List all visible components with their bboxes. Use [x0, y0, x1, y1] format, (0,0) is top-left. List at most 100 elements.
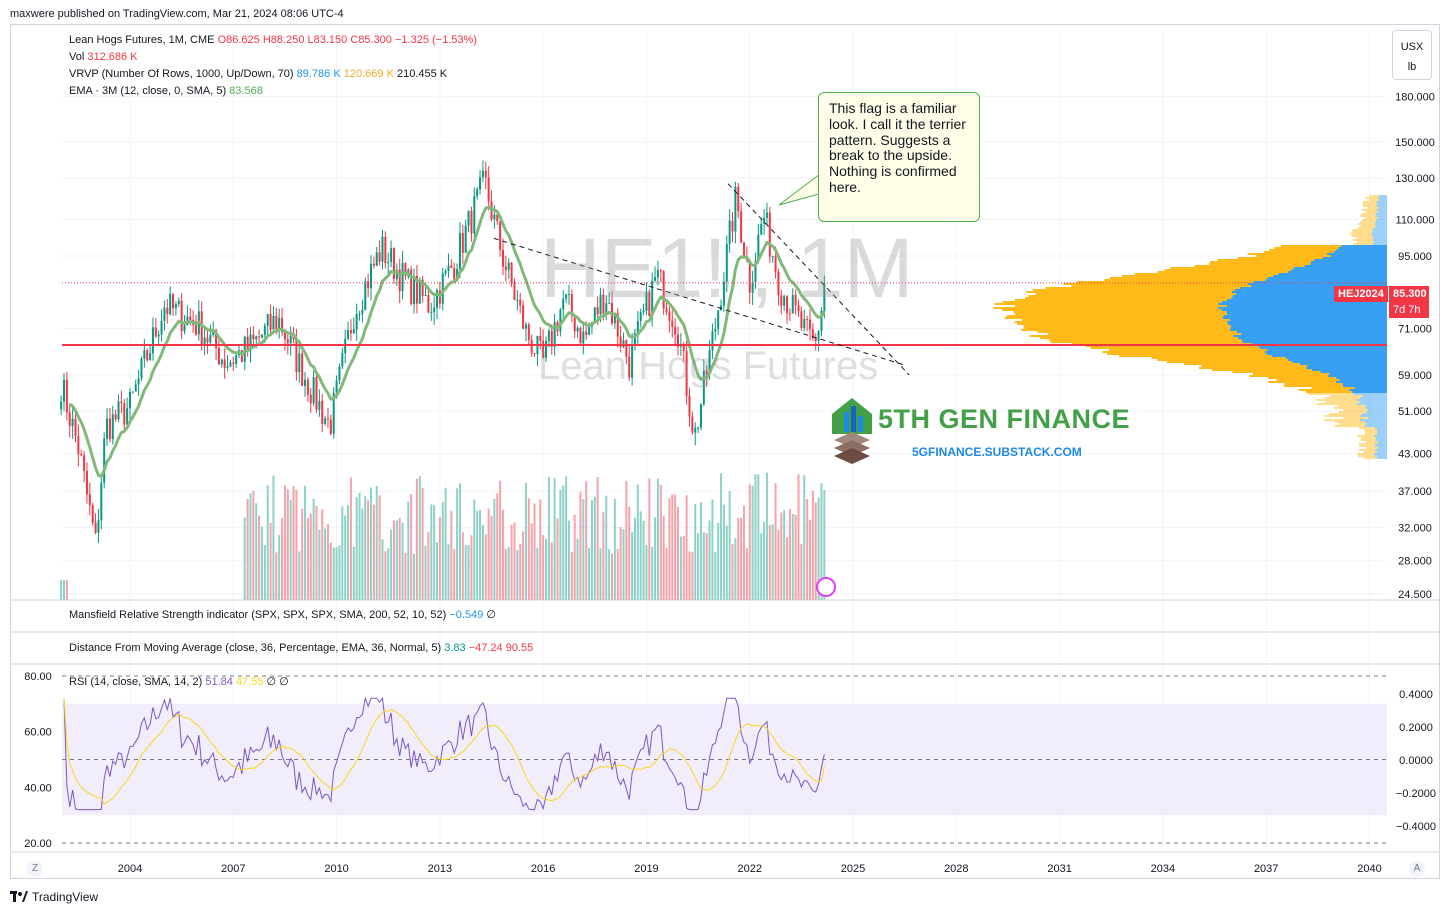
volume-bar	[266, 485, 269, 600]
vrvp-up-bar	[1377, 457, 1387, 459]
candle-body	[209, 335, 212, 343]
candle-body	[278, 317, 281, 329]
candle-body	[806, 319, 809, 321]
legend-vol-value: 312.686 K	[87, 51, 138, 63]
volume-bar	[682, 535, 685, 600]
legend-vol-row[interactable]: Vol 312.686 K	[69, 49, 477, 66]
legend-change: −1.325 (−1.53%)	[394, 34, 477, 46]
volume-bar	[783, 510, 786, 600]
volume-bar	[392, 520, 395, 600]
candle-body	[117, 401, 120, 420]
legend-vrvp-row[interactable]: VRVP (Number Of Rows, 1000, Up/Down, 70)…	[69, 66, 477, 83]
volume-bar	[748, 484, 751, 600]
legend-main-row[interactable]: Lean Hogs Futures, 1M, CME O86.625 H88.2…	[69, 32, 477, 49]
volume-bar	[295, 489, 298, 600]
candle-body	[545, 340, 548, 358]
candle-body	[803, 319, 806, 328]
watermark-name: Lean Hogs Futures	[538, 344, 879, 388]
candle-body	[275, 315, 278, 329]
vrvp-down-bar	[1026, 291, 1232, 293]
volume-bar	[559, 489, 562, 600]
volume-bar	[570, 552, 573, 600]
vrvp-down-bar	[1090, 347, 1260, 349]
price-tick-label: 130.000	[1395, 173, 1435, 185]
vrvp-down-bar	[1201, 365, 1308, 367]
volume-bar	[387, 548, 390, 600]
vrvp-down-bar	[1298, 389, 1350, 391]
vrvp-up-bar	[1339, 379, 1387, 381]
volume-bar	[318, 529, 321, 600]
chart-frame	[10, 24, 1440, 879]
callout-note[interactable]: This flag is a familiar look. I call it …	[818, 92, 980, 222]
vrvp-up-bar	[1360, 415, 1387, 417]
rsi-v1: 51.84	[205, 676, 233, 688]
vrvp-up-bar	[1360, 397, 1387, 399]
vrvp-up-bar	[1288, 271, 1387, 273]
legend-vrvp-down: 120.669 K	[343, 68, 394, 80]
volume-bar	[645, 545, 648, 600]
candle-body	[728, 220, 731, 244]
volume-bar	[249, 493, 252, 600]
volume-bar	[410, 494, 413, 600]
vrvp-up-bar	[1342, 385, 1387, 387]
volume-bar	[654, 517, 657, 600]
candle-body	[605, 303, 608, 314]
vrvp-up-bar	[1374, 449, 1387, 451]
volume-bar	[258, 515, 261, 600]
vrvp-up-bar	[1327, 375, 1387, 377]
currency-label: USX	[1400, 41, 1424, 53]
vrvp-up-bar	[1278, 273, 1387, 275]
volume-bar	[292, 485, 295, 600]
vrvp-up-bar	[1354, 387, 1387, 389]
vrvp-up-bar	[1314, 259, 1387, 261]
dfma-legend[interactable]: Distance From Moving Average (close, 36,…	[69, 640, 533, 657]
candle-body	[633, 333, 636, 345]
vrvp-down-bar	[1109, 277, 1268, 279]
candle-body	[352, 329, 355, 334]
volume-bar	[722, 504, 725, 600]
candle-body	[694, 427, 697, 433]
time-tick-label: 2034	[1151, 863, 1175, 875]
price-tick-label: 95.000	[1398, 251, 1432, 263]
vrvp-up-bar	[1364, 407, 1387, 409]
candle-body	[639, 312, 642, 322]
candle-body	[332, 392, 335, 434]
vrvp-down-bar	[1366, 211, 1378, 213]
vrvp-down-bar	[1048, 339, 1242, 341]
candle-body	[671, 320, 674, 327]
vrvp-down-bar	[993, 307, 1218, 309]
mansfield-legend[interactable]: Mansfield Relative Strength indicator (S…	[69, 607, 496, 624]
candle-body	[384, 236, 387, 264]
volume-bar	[513, 522, 516, 600]
rsi-legend[interactable]: RSI (14, close, SMA, 14, 2) 51.84 47.55 …	[69, 674, 289, 691]
candle-body	[315, 377, 318, 410]
price-tick-label: 51.000	[1398, 406, 1432, 418]
vrvp-up-bar	[1267, 277, 1387, 279]
watermark-symbol: HE1! , 1M	[540, 221, 914, 315]
legend-open: O86.625	[217, 34, 260, 46]
tradingview-logo[interactable]: TradingView	[10, 890, 98, 904]
candle-body	[522, 305, 525, 329]
vrvp-up-bar	[1366, 411, 1387, 413]
vrvp-up-bar	[1376, 219, 1387, 221]
legend-ema-row[interactable]: EMA · 3M (12, close, 0, SMA, 5) 83.568	[69, 83, 477, 100]
volume-bar	[272, 475, 275, 600]
vrvp-up-bar	[1356, 403, 1387, 405]
rsi-left-tick-label: 80.00	[24, 671, 52, 683]
candle-body	[814, 338, 817, 341]
volume-bar	[361, 508, 364, 600]
dfma-v2: −47.24	[468, 642, 503, 654]
auto-scale-button[interactable]: A	[1409, 861, 1425, 877]
candle-body	[783, 296, 786, 306]
candle-body	[83, 455, 86, 472]
volume-bar	[803, 475, 806, 600]
unit-selector[interactable]: USX lb	[1392, 30, 1432, 80]
volume-bar	[260, 526, 263, 600]
candle-body	[387, 262, 390, 264]
volume-bar	[611, 553, 614, 600]
legend-vrvp-up: 89.786 K	[296, 68, 341, 80]
volume-bar	[355, 497, 358, 600]
volume-bar	[321, 509, 324, 600]
z-button[interactable]: Z	[27, 861, 43, 877]
